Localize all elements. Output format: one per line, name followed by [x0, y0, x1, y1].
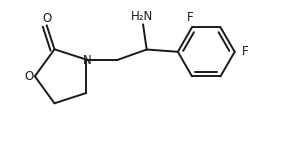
Text: N: N — [83, 54, 91, 67]
Text: O: O — [24, 70, 33, 83]
Text: F: F — [242, 45, 248, 58]
Text: O: O — [42, 12, 51, 25]
Text: H₂N: H₂N — [131, 10, 153, 22]
Text: F: F — [186, 11, 193, 24]
